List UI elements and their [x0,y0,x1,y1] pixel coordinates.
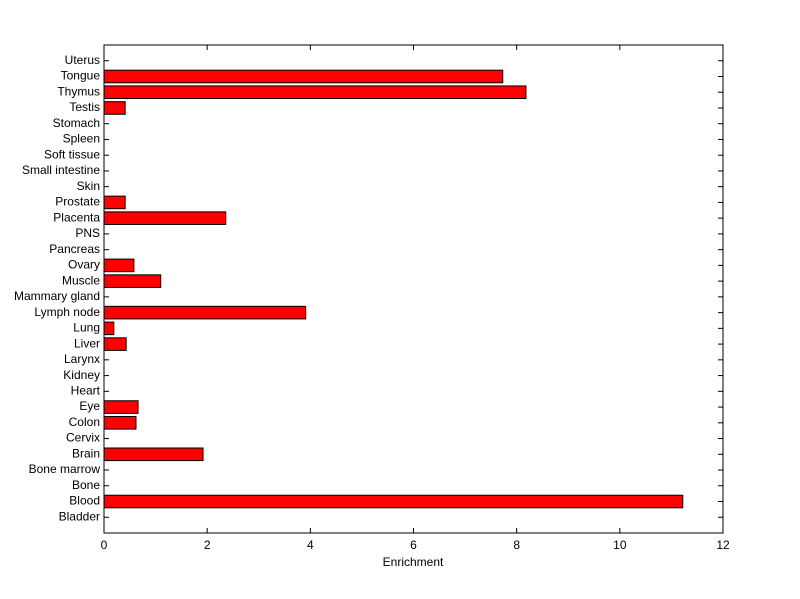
x-tick-label: 10 [613,538,627,552]
y-tick-label: Skin [77,179,100,193]
bar [103,321,115,336]
bar [103,195,126,210]
bar [103,416,137,430]
y-tick-label: Uterus [65,53,100,67]
bar [103,400,139,414]
y-tick-label: Bladder [59,509,100,523]
y-tick-label: Tongue [61,69,101,83]
x-tick-label: 6 [410,538,417,552]
y-tick-label: Spleen [63,132,100,146]
bar [103,85,527,100]
bar [103,258,135,273]
bar [103,274,162,288]
x-tick-label: 12 [716,538,730,552]
y-tick-label: PNS [75,226,100,240]
y-tick-label: Muscle [62,273,100,287]
bar [103,494,684,509]
y-tick-label: Mammary gland [14,289,100,303]
y-tick-label: Larynx [64,352,100,366]
bar [103,305,307,320]
y-tick-label: Bone marrow [29,462,101,476]
y-tick-label: Placenta [53,210,100,224]
y-tick-label: Ovary [68,258,100,272]
y-tick-label: Testis [69,100,100,114]
x-tick-label: 2 [204,538,211,552]
x-axis-label: Enrichment [383,555,444,569]
bar [103,447,204,462]
y-tick-label: Small intestine [22,163,100,177]
x-tick-label: 0 [101,538,108,552]
y-tick-label: Lung [73,321,100,335]
bar [103,69,504,84]
y-tick-label: Stomach [53,116,100,130]
bar [103,211,227,225]
y-tick-label: Blood [69,494,100,508]
x-tick-label: 8 [513,538,520,552]
y-tick-label: Bone [72,478,100,492]
y-tick-label: Cervix [66,431,100,445]
y-tick-label: Kidney [63,368,100,382]
y-tick-label: Liver [74,336,100,350]
y-tick-label: Eye [79,399,100,413]
bar [103,101,126,115]
y-tick-label: Lymph node [34,305,100,319]
y-tick-label: Prostate [55,195,100,209]
y-tick-label: Thymus [57,84,100,98]
plot-frame [103,44,724,534]
y-tick-label: Brain [72,446,100,460]
y-tick-label: Pancreas [49,242,100,256]
y-tick-label: Soft tissue [44,147,100,161]
x-tick-label: 4 [307,538,314,552]
y-tick-label: Heart [71,383,101,397]
bar [103,337,127,351]
y-tick-label: Colon [69,415,100,429]
